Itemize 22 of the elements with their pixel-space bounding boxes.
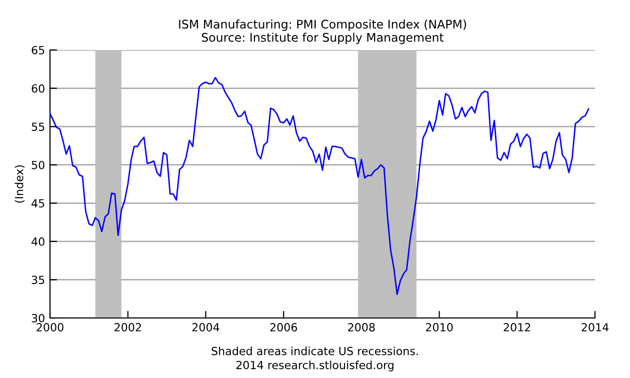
x-tick-label: 2006 xyxy=(270,323,298,332)
y-tick-label: 50 xyxy=(32,160,44,170)
y-tick-label: 40 xyxy=(32,237,44,246)
x-tick-label: 2014 xyxy=(582,323,609,332)
line-series xyxy=(50,76,590,295)
y-tick-label: 30 xyxy=(32,314,44,322)
y-tick-label: 45 xyxy=(32,199,44,208)
y-axis-title: (Index) xyxy=(14,165,25,203)
y-tick-label: 65 xyxy=(32,46,44,54)
x-tick-label: 2000 xyxy=(36,323,64,332)
text: Shaded areas indicate US recessions. xyxy=(212,346,418,356)
x-tick-label: 2010 xyxy=(426,323,453,332)
x-tick-label: 2004 xyxy=(192,323,220,332)
chart-subtitle: Source: Institute for Supply Management xyxy=(202,32,444,44)
text: 2014 research.stlouisfed.org xyxy=(236,360,394,372)
y-tick-label: 55 xyxy=(32,122,44,131)
y-tick-label: 60 xyxy=(32,84,44,93)
y-tick-label: 35 xyxy=(32,276,44,284)
x-tick-label: 2002 xyxy=(114,323,141,332)
x-tick-label: 2008 xyxy=(348,323,375,332)
chart-title: ISM Manufacturing: PMI Composite Index (NAPM) xyxy=(179,19,466,31)
x-tick-label: 2012 xyxy=(504,323,530,332)
